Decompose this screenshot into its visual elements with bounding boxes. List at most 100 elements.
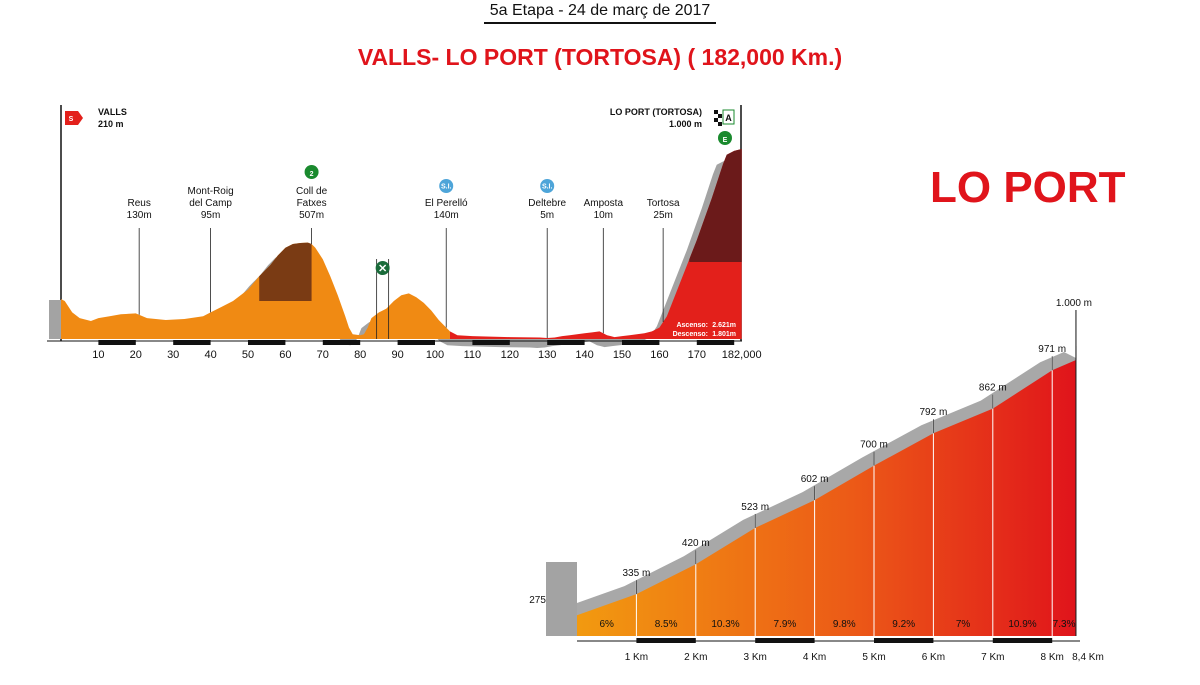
start-badge-label: S	[69, 116, 74, 123]
profile-segment-orange	[61, 242, 450, 339]
place-altitude: 5m	[540, 210, 554, 221]
x-tick-label: 10	[92, 349, 104, 361]
place-name: Tortosa	[647, 198, 680, 209]
climb-name-label: LO PORT	[930, 163, 1126, 212]
x-tick-label: 50	[242, 349, 254, 361]
x-tick-label: 160	[650, 349, 668, 361]
place-name: Coll de	[296, 186, 328, 197]
axis-km-bar	[696, 340, 735, 345]
climb-x-tick: 2 Km	[684, 652, 707, 663]
finish-altitude: 1.000 m	[669, 119, 702, 129]
start-badge-icon	[65, 111, 83, 125]
profile-segment-dark_red	[689, 149, 742, 262]
x-tick-label: 150	[613, 349, 631, 361]
climb-gradient-label: 7.9%	[774, 619, 797, 630]
climb-x-tick: 8 Km	[1041, 652, 1064, 663]
start-name: VALLS	[98, 107, 127, 117]
climb-axis-bar	[992, 638, 1053, 643]
sprint-label: S.I.	[542, 184, 553, 191]
x-tick-label: 60	[279, 349, 291, 361]
sprint-icon	[540, 179, 555, 193]
climb-gradient-label: 10.9%	[1008, 619, 1036, 630]
climb-elevation-label: 792 m	[920, 407, 948, 418]
axis-km-bar	[472, 340, 510, 345]
climb-gradient-label: 8.5%	[655, 619, 678, 630]
climb-elevation-label: 335 m	[623, 568, 651, 579]
place-name: Reus	[127, 198, 150, 209]
climb-elevation-label: 602 m	[801, 474, 829, 485]
stage-date-text: 5a Etapa - 24 de març de 2017	[483, 2, 717, 24]
finish-a-badge-icon	[722, 109, 735, 125]
climb-elevation-label: 700 m	[860, 440, 888, 451]
climb-gradient-label: 9.2%	[892, 619, 915, 630]
finish-flag-square	[714, 110, 718, 114]
climb-axis-bar	[636, 638, 696, 643]
sprint-label: S.I.	[441, 184, 452, 191]
climb-elevation-label: 1.000 m	[1056, 298, 1092, 309]
axis-km-bar	[622, 340, 660, 345]
axis-km-bar	[248, 340, 286, 345]
descent-label: Descenso:	[673, 331, 708, 338]
climb-gradient-label: 10.3%	[711, 619, 739, 630]
climb-axis-bar	[874, 638, 934, 643]
climb-x-tick: 6 Km	[922, 652, 945, 663]
place-altitude: 507m	[299, 210, 324, 221]
x-tick-label: 30	[167, 349, 179, 361]
place-name: Deltebre	[528, 198, 566, 209]
climb-x-tick: 1 Km	[625, 652, 648, 663]
x-tick-label: 120	[501, 349, 519, 361]
finish-e-badge-icon	[718, 131, 732, 145]
place-name: Amposta	[584, 198, 624, 209]
place-altitude: 130m	[127, 210, 152, 221]
x-tick-label: 170	[688, 349, 706, 361]
climb-elevation-label: 275 m	[529, 595, 557, 606]
axis-km-bar	[322, 340, 361, 345]
x-tick-label: 90	[391, 349, 403, 361]
climb-elevation-label: 420 m	[682, 538, 710, 549]
profile-segment-red	[449, 149, 742, 339]
climb-axis-bar	[755, 638, 815, 643]
climb-base-block	[546, 562, 577, 636]
place-name: El Perelló	[425, 198, 468, 209]
place-name-line2: Fatxes	[297, 198, 327, 209]
ascent-value: 2.621m	[712, 322, 736, 329]
profile-shadow-left	[49, 300, 61, 339]
sprint-icon	[439, 179, 454, 193]
finish-flag-square	[718, 114, 722, 118]
x-tick-label: 110	[464, 349, 482, 361]
place-name: Mont-Roig	[188, 186, 234, 197]
x-tick-label: 20	[130, 349, 142, 361]
finish-a-badge-label: A	[725, 113, 732, 123]
place-altitude: 140m	[434, 210, 459, 221]
ascent-label: Ascenso:	[676, 322, 708, 329]
finish-flag-square	[718, 122, 722, 126]
stage-title: VALLS- LO PORT (TORTOSA) ( 182,000 Km.)	[357, 44, 843, 70]
axis-km-bar	[173, 340, 211, 345]
finish-name: LO PORT (TORTOSA)	[610, 107, 702, 117]
climb-x-tick: 4 Km	[803, 652, 826, 663]
climb-category-icon	[304, 165, 319, 179]
profile-segment-brown	[259, 242, 312, 301]
climb-x-tick: 8,4 Km	[1072, 652, 1104, 663]
start-altitude: 210 m	[98, 119, 124, 129]
climb-elevation-label: 862 m	[979, 383, 1007, 394]
x-tick-label: 40	[204, 349, 216, 361]
axis-km-bar	[98, 340, 136, 345]
climb-gradient-label: 7.3%	[1053, 619, 1076, 630]
climb-elevation-label: 971 m	[1038, 344, 1066, 355]
climb-gradient-label: 6%	[599, 619, 614, 630]
climb-gradient-label: 7%	[956, 619, 971, 630]
x-tick-label: 70	[317, 349, 329, 361]
climb-area	[577, 360, 1076, 636]
stage-subtitle: 5a Etapa - 24 de març de 2017	[0, 2, 1200, 24]
place-altitude: 10m	[594, 210, 613, 221]
x-tick-label: 100	[426, 349, 444, 361]
axis-km-bar	[547, 340, 585, 345]
climb-x-tick: 3 Km	[744, 652, 767, 663]
axis-km-bar	[397, 340, 435, 345]
place-altitude: 95m	[201, 210, 220, 221]
feed-zone-cross	[379, 264, 387, 272]
climb-gradient-label: 9.8%	[833, 619, 856, 630]
finish-flag-square	[714, 118, 718, 122]
descent-value: 1.801m	[712, 331, 736, 338]
